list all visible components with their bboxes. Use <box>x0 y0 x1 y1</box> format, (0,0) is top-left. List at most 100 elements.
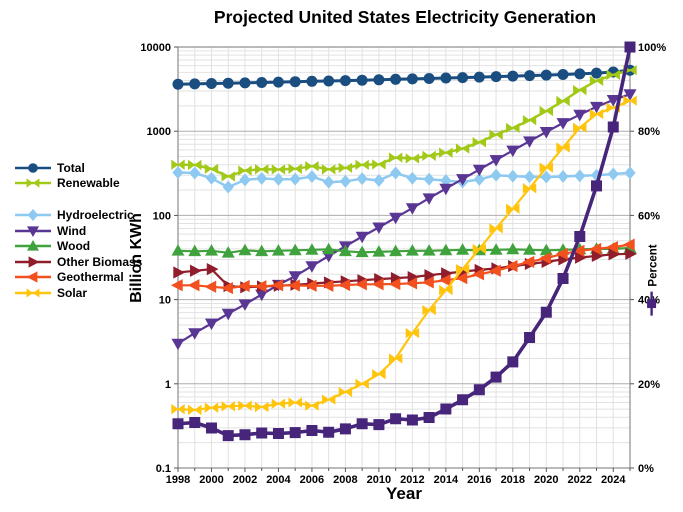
legend-marker-wood-icon <box>15 240 51 251</box>
y-axis-tick-label: 10000 <box>140 42 171 54</box>
x-axis-tick-label: 1998 <box>166 474 190 486</box>
legend-spacer <box>14 191 164 207</box>
legend-item-wood: Wood <box>14 238 164 254</box>
legend-item-wind: Wind <box>14 223 164 239</box>
right-axis-legend: Percent <box>630 225 676 335</box>
x-axis-tick-label: 2012 <box>400 474 424 486</box>
legend: Total Renewable Hydroelectric Wind Wood Other… <box>14 160 164 301</box>
series-line-percent <box>176 45 632 438</box>
legend-item-other-biomass: Other Biomass <box>14 254 164 270</box>
x-axis-tick-label: 2000 <box>199 474 223 486</box>
data-point-total <box>390 73 402 85</box>
x-axis-tick-label: 2016 <box>467 474 491 486</box>
data-point-total <box>591 67 602 79</box>
data-point-total <box>524 70 536 82</box>
legend-label-solar: Solar <box>57 285 88 300</box>
data-point-total <box>490 71 502 83</box>
series-markers-renewable <box>171 65 637 182</box>
y2-axis-tick-label: 80% <box>638 126 660 138</box>
data-point-total <box>306 75 318 87</box>
data-point-total <box>256 77 268 88</box>
legend-label-hydroelectric: Hydroelectric <box>57 207 134 222</box>
legend-label-total: Total <box>57 160 85 175</box>
data-point-total <box>574 68 586 80</box>
series-line-wind <box>176 93 632 345</box>
data-point-total <box>406 73 418 85</box>
data-point-total <box>323 75 335 87</box>
data-point-total <box>239 77 251 89</box>
plot-border <box>177 46 631 469</box>
series-markers-geothermal <box>170 238 635 295</box>
legend-marker-other-biomass-icon <box>15 256 51 268</box>
data-point-total <box>440 72 452 84</box>
series-markers-percent <box>172 41 636 442</box>
legend-item-hydroelectric: Hydroelectric <box>14 207 164 223</box>
y2-axis-tick-label: 100% <box>638 42 666 54</box>
legend-label-geothermal: Geothermal <box>57 270 124 285</box>
data-point-total <box>356 74 368 86</box>
x-axis-tick-label: 2004 <box>266 474 291 486</box>
legend-marker-wind-icon <box>15 225 51 237</box>
y-axis-tick-label: 100 <box>153 210 171 222</box>
data-point-total <box>339 75 351 87</box>
series-markers-hydroelectric <box>172 166 636 194</box>
y-axis-tick-label: 1000 <box>147 126 171 138</box>
x-axis-tick-label: 2010 <box>367 474 391 486</box>
x-axis-tick-label: 2014 <box>434 474 459 486</box>
x-axis-title: Year <box>386 484 422 503</box>
legend-item-renewable: Renewable <box>14 176 164 192</box>
legend-label-other-biomass: Other Biomass <box>57 254 143 269</box>
series-line-renewable <box>176 68 632 178</box>
legend-marker-solar-icon <box>15 288 51 298</box>
chart-title: Projected United States Electricity Gene… <box>213 7 597 27</box>
percent-marker-icon <box>645 290 662 316</box>
percent-swatch <box>647 291 656 316</box>
data-point-total <box>272 76 284 88</box>
y-axis-tick-label: 0.1 <box>156 463 171 475</box>
data-point-total <box>423 73 435 84</box>
data-point-total <box>172 78 184 90</box>
series-line-total <box>176 68 632 86</box>
x-axis-tick-label: 2018 <box>501 474 525 486</box>
series-markers-solar <box>171 95 637 416</box>
y2-axis-tick-label: 0% <box>638 463 654 475</box>
legend-marker-hydroelectric-icon <box>15 208 51 221</box>
x-axis-tick-label: 2022 <box>568 474 592 486</box>
series-markers-total <box>172 64 636 90</box>
data-point-total <box>540 69 552 81</box>
legend-marker-geothermal-icon <box>15 271 51 283</box>
legend-marker-renewable-icon <box>15 178 51 188</box>
data-point-total <box>189 78 201 90</box>
legend-item-solar: Solar <box>14 285 164 301</box>
y2-axis-tick-label: 20% <box>638 379 660 391</box>
legend-marker-total-icon <box>15 162 51 173</box>
data-point-total <box>507 70 519 82</box>
y-axis-tick-label: 1 <box>165 379 171 391</box>
legend-item-geothermal: Geothermal <box>14 270 164 286</box>
x-axis-tick-label: 2002 <box>233 474 257 486</box>
legend-label-wind: Wind <box>57 223 87 238</box>
x-axis-tick-label: 2008 <box>333 474 357 486</box>
y-axis-tick-label: 10 <box>159 295 171 307</box>
series-line-wood <box>176 246 632 254</box>
data-point-total <box>206 78 217 89</box>
x-axis-tick-label: 2020 <box>534 474 558 486</box>
x-axis-tick-label: 2006 <box>300 474 324 486</box>
legend-label-renewable: Renewable <box>57 176 120 191</box>
data-point-total <box>457 72 469 84</box>
data-point-total <box>373 74 385 86</box>
data-point-total <box>289 76 301 88</box>
data-point-total <box>473 71 485 83</box>
data-point-total <box>222 77 234 89</box>
series-line-geothermal <box>176 243 632 290</box>
legend-label-wood: Wood <box>57 239 91 254</box>
y2-axis-tick-label: 60% <box>638 210 660 222</box>
series-line-hydroelectric <box>176 171 632 189</box>
x-axis-tick-label: 2024 <box>601 474 626 486</box>
series-line-solar <box>176 99 632 411</box>
right-axis-legend-label: Percent <box>647 243 659 287</box>
data-point-total <box>557 69 569 80</box>
legend-item-total: Total <box>14 160 164 176</box>
